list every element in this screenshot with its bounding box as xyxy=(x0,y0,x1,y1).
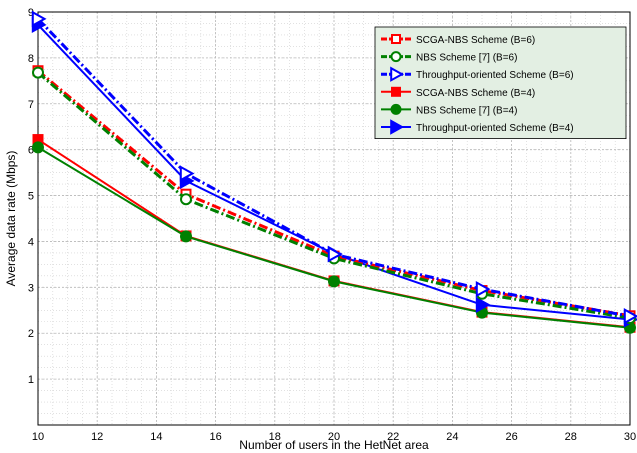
legend-marker xyxy=(391,86,401,97)
x-tick-label: 14 xyxy=(150,431,162,443)
y-tick-label: 1 xyxy=(28,374,34,386)
x-tick-label: 20 xyxy=(328,431,340,443)
y-tick-label: 2 xyxy=(28,328,34,340)
x-tick-label: 30 xyxy=(624,431,636,443)
x-tick-label: 28 xyxy=(565,431,577,443)
y-tick-label: 7 xyxy=(28,99,34,111)
legend-marker xyxy=(390,103,402,115)
y-tick-label: 9 xyxy=(28,7,34,19)
data-point xyxy=(180,230,192,243)
x-tick-label: 10 xyxy=(32,431,44,443)
data-point xyxy=(475,296,491,313)
legend-marker xyxy=(390,51,402,63)
legend: SCGA-NBS Scheme (B=6) NBS Scheme [7] (B=6… xyxy=(374,26,627,139)
y-axis-title: Average data rate (Mbps) xyxy=(4,151,18,287)
x-tick-label: 24 xyxy=(446,431,458,443)
data-point xyxy=(32,141,44,154)
y-tick-label: 3 xyxy=(28,282,34,294)
y-tick-label: 8 xyxy=(28,53,34,65)
legend-marker xyxy=(391,34,401,44)
data-point xyxy=(327,246,343,263)
legend-item: Throughput-oriented Scheme (B=6) xyxy=(381,66,574,82)
data-point xyxy=(180,193,192,206)
plot-frame xyxy=(37,11,631,426)
x-tick-label: 16 xyxy=(209,431,221,443)
x-tick-label: 26 xyxy=(505,431,517,443)
legend-label: NBS Scheme [7] (B=4) xyxy=(416,105,517,116)
x-axis-ticks: 10 12 14 16 18 20 22 24 26 28 30 xyxy=(32,431,636,443)
legend-label: Throughput-oriented Scheme (B=6) xyxy=(416,70,574,81)
data-point xyxy=(623,308,637,325)
legend-label: NBS Scheme [7] (B=6) xyxy=(416,53,517,64)
legend-item: NBS Scheme [7] (B=6) xyxy=(381,51,517,64)
x-tick-label: 22 xyxy=(387,431,399,443)
legend-item: NBS Scheme [7] (B=4) xyxy=(381,103,517,116)
legend-box xyxy=(374,26,627,139)
legend-item: Throughput-oriented Scheme (B=4) xyxy=(381,119,574,135)
data-point xyxy=(32,66,44,79)
x-tick-label: 18 xyxy=(269,431,281,443)
series-line xyxy=(37,71,631,320)
legend-marker xyxy=(390,66,405,82)
series-3 xyxy=(31,10,637,325)
legend-label: Throughput-oriented Scheme (B=4) xyxy=(416,123,574,134)
legend-marker xyxy=(390,119,405,135)
legend-label: SCGA-NBS Scheme (B=6) xyxy=(416,35,535,46)
data-point xyxy=(179,165,195,182)
data-point xyxy=(475,280,491,298)
legend-label: SCGA-NBS Scheme (B=4) xyxy=(416,88,535,99)
y-tick-label: 4 xyxy=(28,236,34,248)
legend-item: SCGA-NBS Scheme (B=4) xyxy=(381,86,535,99)
series-layer xyxy=(31,10,637,334)
y-tick-label: 5 xyxy=(28,191,34,203)
data-point xyxy=(328,275,340,288)
y-tick-label: 6 xyxy=(28,145,34,157)
data-point xyxy=(31,10,47,28)
x-tick-label: 12 xyxy=(91,431,103,443)
legend-item: SCGA-NBS Scheme (B=6) xyxy=(381,34,535,46)
y-axis-ticks: 1 2 3 4 5 6 7 8 9 xyxy=(28,7,34,386)
x-axis-title: Number of users in the HetNet area xyxy=(239,438,429,452)
series-5 xyxy=(32,141,636,334)
